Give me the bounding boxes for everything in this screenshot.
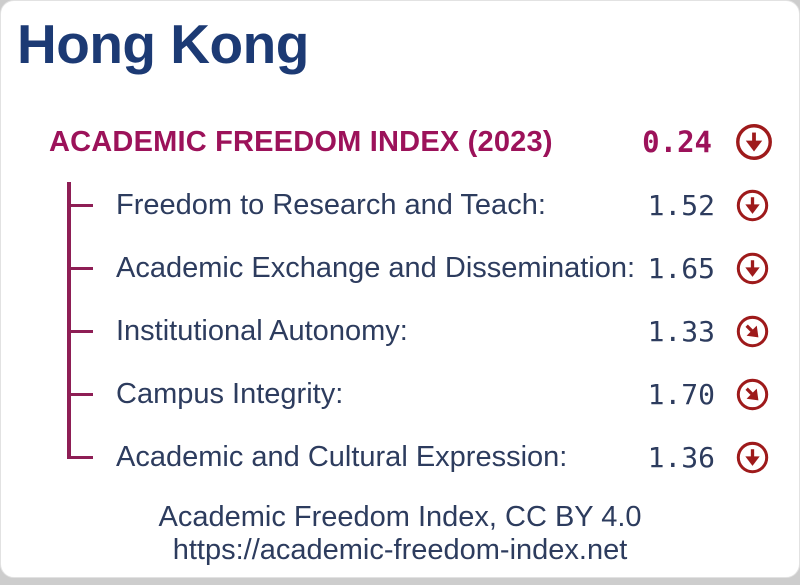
trend-down-right-icon xyxy=(730,309,775,354)
tree-branch xyxy=(67,455,93,460)
indicator-label: Institutional Autonomy: xyxy=(116,315,408,347)
afi-header-row: ACADEMIC FREEDOM INDEX (2023) 0.24 xyxy=(1,121,799,163)
indicator-row-cultural-expression: Academic and Cultural Expression: 1.36 xyxy=(1,426,799,489)
trend-down-icon xyxy=(735,188,770,223)
afi-header-label: ACADEMIC FREEDOM INDEX (2023) xyxy=(49,125,553,158)
indicator-value: 1.36 xyxy=(647,441,715,474)
indicator-value: 1.70 xyxy=(647,378,715,411)
trend-down-icon xyxy=(734,122,774,162)
indicator-row-research-teach: Freedom to Research and Teach: 1.52 xyxy=(1,174,799,237)
attribution-text: Academic Freedom Index, CC BY 4.0 xyxy=(158,501,642,533)
trend-down-icon xyxy=(735,251,770,286)
tree-branch xyxy=(67,392,93,397)
indicator-label: Freedom to Research and Teach: xyxy=(116,189,546,221)
tree-branch xyxy=(67,266,93,271)
indicator-tree: Freedom to Research and Teach: 1.52 Acad… xyxy=(1,174,799,489)
indicator-label: Academic Exchange and Dissemination: xyxy=(116,252,636,284)
indicator-label: Campus Integrity: xyxy=(116,378,344,410)
trend-down-right-icon xyxy=(730,372,775,417)
attribution-footer: Academic Freedom Index, CC BY 4.0 https:… xyxy=(1,501,799,567)
indicator-label: Academic and Cultural Expression: xyxy=(116,441,568,473)
indicator-row-exchange-dissemination: Academic Exchange and Dissemination: 1.6… xyxy=(1,237,799,300)
trend-down-icon xyxy=(735,440,770,475)
indicator-value: 1.65 xyxy=(647,252,715,285)
tree-branch xyxy=(67,329,93,334)
tree-branch xyxy=(67,203,93,208)
indicator-row-institutional-autonomy: Institutional Autonomy: 1.33 xyxy=(1,300,799,363)
indicator-row-campus-integrity: Campus Integrity: 1.70 xyxy=(1,363,799,426)
country-title: Hong Kong xyxy=(17,13,309,75)
indicator-value: 1.52 xyxy=(647,189,715,222)
source-url-link[interactable]: https://academic-freedom-index.net xyxy=(172,533,628,566)
indicator-value: 1.33 xyxy=(647,315,715,348)
afi-header-value: 0.24 xyxy=(642,125,712,159)
